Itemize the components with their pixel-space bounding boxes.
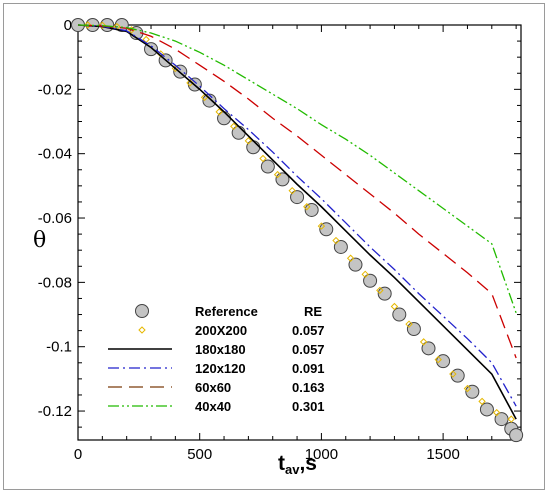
point-200x200 (215, 108, 223, 116)
y-tick-label: -0.06 (38, 210, 72, 227)
series-40x40 (77, 24, 517, 314)
legend-label-180x180: 180x180 (195, 342, 246, 357)
plot-border (77, 24, 522, 441)
axes: 0 500 1000 1500 0 -0.02 -0.04 -0.06 -0.08 -0.1 -0.… (38, 17, 521, 463)
y-tick-label: -0.02 (38, 81, 72, 98)
point-200x200 (84, 21, 92, 29)
legend: Reference RE 200X200 0.057 180x180 0.057 120x1… (108, 304, 325, 414)
reference-point (304, 202, 319, 217)
point-200x200 (259, 154, 267, 163)
point-200x200 (273, 170, 282, 179)
x-axis-label-tail: ,s (299, 452, 317, 475)
y-tick-label: -0.12 (38, 403, 72, 420)
legend-value-40x40: 0.301 (292, 399, 325, 414)
series-reference (71, 18, 524, 443)
point-200x200 (361, 270, 369, 279)
reference-point (348, 257, 363, 272)
point-200x200 (288, 186, 296, 195)
reference-point (479, 402, 494, 417)
y-tick-label: -0.08 (38, 274, 72, 291)
reference-point (494, 412, 509, 427)
point-200x200 (157, 50, 165, 58)
point-200x200 (434, 355, 442, 364)
reference-point (392, 307, 407, 322)
legend-value-180x180: 0.057 (292, 342, 325, 357)
reference-point (231, 125, 246, 140)
legend-header-name: Reference (195, 304, 258, 319)
x-axis-label-sub: av (285, 462, 300, 477)
x-tick-label: 0 (74, 446, 82, 463)
point-200x200 (463, 384, 472, 393)
point-200x200 (346, 254, 355, 262)
reference-point (406, 322, 421, 337)
reference-point (421, 341, 436, 356)
point-200x200 (478, 397, 486, 406)
line-120x120 (77, 24, 517, 407)
legend-value-60x60: 0.163 (292, 380, 325, 395)
point-200x200 (419, 338, 428, 346)
reference-point (377, 286, 392, 301)
y-tick-label: -0.1 (46, 339, 72, 356)
legend-value-200x200: 0.057 (292, 323, 325, 338)
point-200x200 (492, 408, 501, 417)
x-tick-label: 1500 (426, 446, 459, 463)
point-200x200 (317, 222, 326, 230)
line-180x180 (77, 24, 517, 420)
reference-point (509, 428, 524, 443)
y-axis-label: θ (33, 228, 46, 253)
legend-marker-200x200 (138, 326, 146, 334)
series-180x180 (77, 24, 517, 420)
reference-point (217, 111, 232, 126)
reference-point (290, 190, 305, 205)
series-120x120 (77, 24, 517, 407)
legend-value-120x120: 0.091 (292, 361, 325, 376)
point-200x200 (230, 122, 238, 131)
y-tick-label: 0 (64, 17, 72, 34)
point-200x200 (507, 415, 515, 423)
reference-point (246, 140, 261, 155)
reference-point (465, 384, 480, 399)
series-layer (71, 18, 524, 443)
y-tick-label: -0.04 (38, 146, 72, 163)
point-200x200 (376, 286, 384, 295)
legend-label-120x120: 120x120 (195, 361, 246, 376)
legend-label-200x200: 200X200 (195, 323, 247, 338)
line-60x60 (77, 24, 517, 359)
point-200x200 (303, 203, 311, 211)
reference-point (333, 239, 348, 254)
plot-area (77, 24, 522, 441)
point-200x200 (244, 137, 253, 145)
x-tick-label: 1000 (305, 446, 338, 463)
reference-point (319, 222, 334, 237)
point-200x200 (449, 370, 457, 378)
reference-point (100, 18, 115, 32)
point-200x200 (390, 302, 399, 311)
line-40x40 (77, 24, 517, 314)
series-60x60 (77, 24, 517, 359)
x-axis-label-main: t (278, 452, 285, 475)
reference-point (363, 273, 378, 288)
legend-label-60x60: 60x60 (195, 380, 231, 395)
point-200x200 (98, 21, 107, 30)
point-200x200 (405, 320, 413, 328)
x-axis-label: tav,s (278, 452, 317, 477)
legend-reference-marker (135, 304, 149, 318)
x-tick-label: 500 (187, 446, 212, 463)
legend-header-value: RE (304, 304, 322, 319)
point-200x200 (332, 236, 340, 245)
figure-frame (3, 3, 545, 490)
legend-label-40x40: 40x40 (195, 399, 231, 414)
reference-point (260, 159, 275, 174)
series-200x200 (84, 21, 515, 423)
